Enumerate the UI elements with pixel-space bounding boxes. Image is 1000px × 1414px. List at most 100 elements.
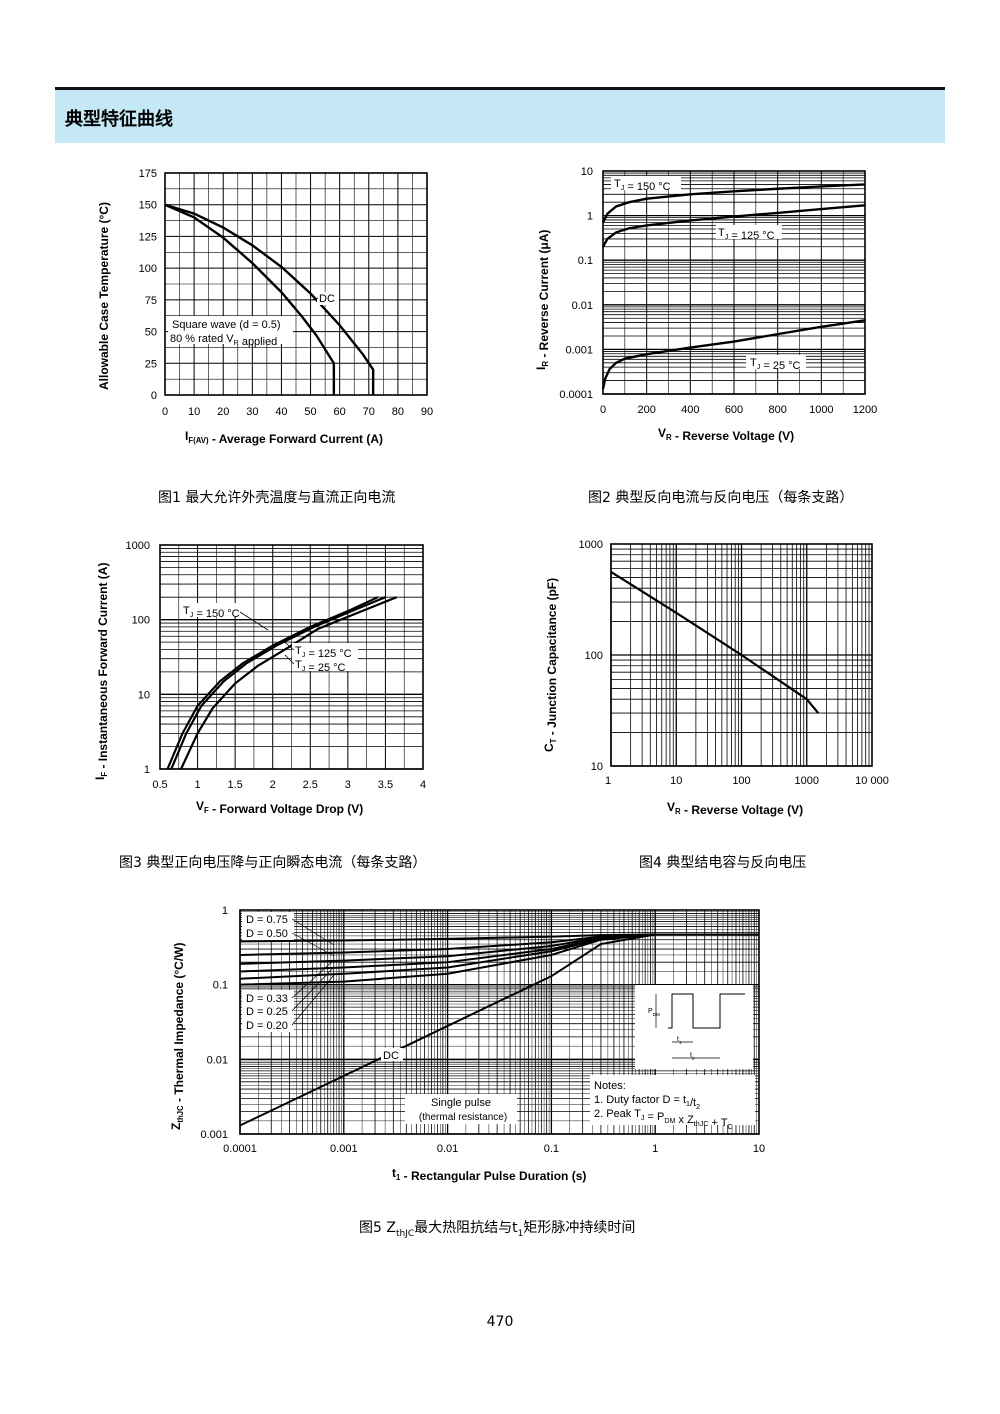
fig1-xtick: 90 (421, 406, 433, 418)
fig3-ytick-part: 1000 (126, 540, 150, 552)
fig5-lbl-single2-part: (thermal resistance) (419, 1112, 507, 1123)
fig4-ylabel: CT - Junction Capacitance (pF) (542, 578, 559, 752)
fig3-xtick: 3 (345, 779, 351, 791)
fig1-xlabel: IF(AV) - Average Forward Current (A) (185, 429, 383, 446)
fig4-ytick-part: 100 (585, 650, 603, 662)
fig4-xlabel-part: - Reverse Voltage (V) (681, 803, 803, 817)
fig1-xtick-part: 80 (392, 406, 404, 418)
fig4-xtick: 1 (605, 775, 611, 787)
caption-fig3: 图3 典型正向电压降与正向瞬态电流（每条支路） (119, 855, 427, 871)
fig1-sq-line2-part: R (234, 339, 239, 347)
fig2-xlabel-part: V (658, 426, 666, 440)
fig5-lbl-dc-part: DC (383, 1050, 399, 1062)
fig5-notes-title-part: Notes: (594, 1080, 626, 1092)
fig1-sq-line2-part: 80 % rated V (170, 333, 234, 345)
fig5-inset-pdm-part: P (648, 1008, 653, 1015)
fig5-inset-t2-part: 2 (692, 1056, 695, 1061)
fig5-ytick-part: 0.1 (213, 980, 228, 992)
fig4-ytick-part: 1000 (579, 539, 603, 551)
fig1-ytick: 150 (139, 200, 157, 212)
fig3-lbl150-part: T (183, 605, 190, 617)
fig3-lbl25: TJ = 25 °C (295, 659, 346, 674)
fig3-ylabel-part: - Instantaneous Forward Current (A) (96, 563, 110, 772)
fig3-xtick-part: 3 (345, 779, 351, 791)
fig3-ytick: 10 (138, 689, 150, 701)
fig5-xtick: 10 (753, 1143, 765, 1155)
fig5-lbl-single2: (thermal resistance) (419, 1112, 507, 1123)
fig4-xtick-part: 1000 (795, 775, 819, 787)
fig2-xtick-part: 800 (768, 404, 786, 416)
fig3-xlabel: VF - Forward Voltage Drop (V) (196, 799, 363, 816)
fig2-ytick: 0.001 (565, 344, 593, 356)
fig4-xtick: 1000 (795, 775, 819, 787)
fig2-ytick: 0.0001 (559, 389, 593, 401)
fig4-xlabel-part: V (667, 800, 675, 814)
fig2-ytick-part: 1 (587, 211, 593, 223)
fig3-xtick-part: 2.5 (303, 779, 318, 791)
fig1-chart: 0 10 20 30 40 50 60 70 80 90 0 25 50 75 100 125 150 175 DC… (97, 168, 433, 446)
fig2-lbl25-bg (746, 355, 806, 369)
fig5-ytick-part: 0.001 (200, 1129, 228, 1141)
section-title: 典型特征曲线 (65, 109, 173, 130)
fig2-lbl25: TJ = 25 °C (750, 357, 801, 372)
fig5-xtick: 0.01 (437, 1143, 458, 1155)
fig1-sq-line1-part: Square wave (d = 0.5) (172, 319, 281, 331)
fig2-ytick: 10 (581, 166, 593, 178)
fig2-xlabel-part: R (666, 433, 672, 442)
fig1-xtick: 10 (188, 406, 200, 418)
caption-fig5-sub2: 1 (517, 1228, 524, 1239)
caption-fig5: 图5 ZthJC最大热阻抗结与t1矩形脉冲持续时间 (359, 1217, 635, 1239)
fig5-inset-t2-part: t (690, 1052, 692, 1059)
fig4-xtick: 10 (670, 775, 682, 787)
fig2-lbl25-part: = 25 °C (760, 360, 800, 372)
fig1-frame (164, 172, 428, 396)
fig3-xtick: 2 (270, 779, 276, 791)
fig1-sq-line2-part: applied (239, 336, 278, 348)
caption-fig5-mid: 最大热阻抗结与t (414, 1220, 518, 1236)
fig5-ylabel-part: thJC (176, 1105, 185, 1123)
fig4-xtick-part: 1 (605, 775, 611, 787)
fig2-xtick-part: 400 (681, 404, 699, 416)
page-number: 470 (486, 1314, 514, 1330)
fig5-note1: 1. Duty factor D = t1/t2 (594, 1094, 700, 1111)
fig5-xlabel-part: - Rectangular Pulse Duration (s) (400, 1169, 586, 1183)
caption-fig5-prefix: 图5 Z (359, 1220, 396, 1236)
fig5-inset-pdm-part: DM (653, 1012, 660, 1017)
fig5-lbl-d025: D = 0.25 (246, 1006, 288, 1018)
fig1-ytick-part: 0 (151, 390, 157, 402)
fig3-lbl150-bg (180, 603, 246, 617)
fig3-lbl150: TJ = 150 °C (183, 605, 240, 620)
fig5-note2-part: = P (644, 1111, 664, 1123)
fig5-xtick-part: 0.1 (544, 1143, 559, 1155)
fig2-xtick-part: 600 (725, 404, 743, 416)
fig3-ytick-part: 10 (138, 689, 150, 701)
fig3-leader125 (281, 639, 295, 651)
fig4-ytick-part: 10 (591, 761, 603, 773)
fig2-ytick: 0.01 (572, 300, 593, 312)
fig5-lbl-d020: D = 0.20 (246, 1020, 288, 1032)
fig1-ytick-part: 25 (145, 358, 157, 370)
fig1-sq-line2: 80 % rated VR applied (170, 333, 277, 348)
fig5-inset-t1-part: 1 (679, 1040, 682, 1045)
fig5-note2-part: J (641, 1114, 645, 1122)
fig1-series-line (164, 203, 375, 395)
fig1-ytick: 125 (139, 231, 157, 243)
fig3-xtick-part: 3.5 (378, 779, 393, 791)
fig3-ytick: 1000 (126, 540, 150, 552)
fig1-sq-bg (168, 316, 293, 344)
fig5-lbl-single1-part: Single pulse (431, 1097, 491, 1109)
fig1-xtick: 50 (304, 406, 316, 418)
fig1-xlabel-part: F(AV) (188, 436, 209, 445)
fig5-note2-part: 2. Peak T (594, 1108, 641, 1120)
fig2-xtick: 0 (600, 404, 606, 416)
fig5-note1-part: 1 (686, 1100, 690, 1108)
fig3-leader25 (284, 654, 295, 665)
fig5-inset-t1-part: t (677, 1036, 679, 1043)
fig5-leader (291, 966, 335, 1012)
fig1-xtick: 30 (246, 406, 258, 418)
fig2-xtick: 1000 (809, 404, 833, 416)
fig1-xtick: 60 (334, 406, 346, 418)
fig2-ytick-part: 10 (581, 166, 593, 178)
fig3-series-line (170, 596, 386, 770)
fig2-xtick: 200 (637, 404, 655, 416)
